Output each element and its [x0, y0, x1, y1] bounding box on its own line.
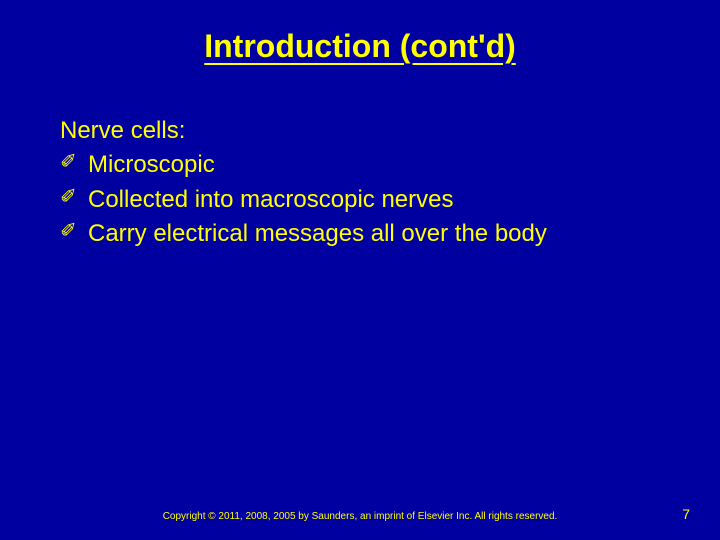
bullet-text: Carry electrical messages all over the b…: [88, 220, 547, 247]
page-number: 7: [682, 506, 690, 522]
slide-footer: Copyright © 2011, 2008, 2005 by Saunders…: [0, 511, 720, 522]
bullet-icon: ✐: [60, 221, 77, 241]
list-item: ✐ Microscopic: [60, 149, 660, 181]
list-item: ✐ Collected into macroscopic nerves: [60, 184, 660, 216]
list-item: ✐ Carry electrical messages all over the…: [60, 218, 660, 250]
slide: Introduction (cont'd) Nerve cells: ✐ Mic…: [0, 0, 720, 540]
copyright-text: Copyright © 2011, 2008, 2005 by Saunders…: [30, 511, 690, 522]
bullet-text: Microscopic: [88, 151, 215, 178]
bullet-icon: ✐: [60, 152, 77, 172]
slide-body: Nerve cells: ✐ Microscopic ✐ Collected i…: [0, 75, 720, 251]
bullet-list: ✐ Microscopic ✐ Collected into macroscop…: [60, 149, 660, 250]
slide-title: Introduction (cont'd): [0, 0, 720, 75]
bullet-text: Collected into macroscopic nerves: [88, 186, 454, 213]
lead-text: Nerve cells:: [60, 115, 660, 147]
bullet-icon: ✐: [60, 187, 77, 207]
